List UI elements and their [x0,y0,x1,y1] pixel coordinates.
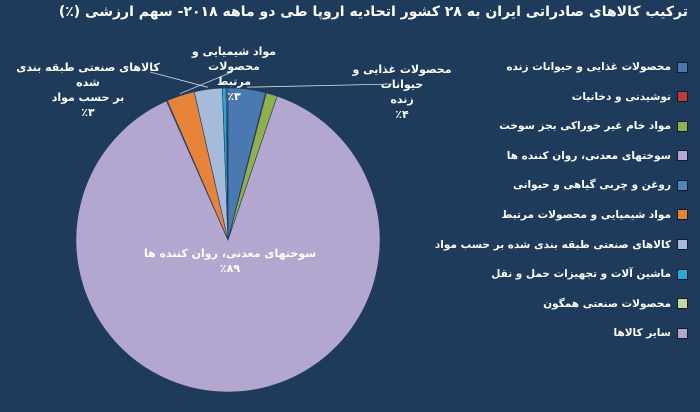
legend-item: مواد شیمیایی و محصولات مرتبط [483,208,688,222]
legend-label: سوختهای معدنی، روان کننده ها [506,149,671,162]
legend-swatch [677,120,688,132]
data-label-fuels: سوختهای معدنی، روان کننده ها ٪۸۹ [143,247,317,275]
legend-swatch [677,327,688,339]
legend-item: مواد خام غیر خوراکی بجز سوخت [483,119,688,133]
legend-item: محصولات غذایی و حیوانات زنده [483,60,688,74]
data-label-food: محصولات غذایی و حیوانات زنده ٪۴ [352,63,452,121]
pie-slice [75,95,381,393]
legend-label: محصولات غذایی و حیوانات زنده [506,61,671,73]
legend-item: سایر کالاها [483,326,688,340]
legend-label: ماشین آلات و تجهیزات حمل و نقل [491,268,671,281]
legend-swatch [677,268,688,280]
legend-label: سایر کالاها [613,327,672,340]
legend-item: محصولات صنعتی همگون [483,297,688,311]
legend-swatch [677,209,688,221]
legend-label: کالاهای صنعتی طبقه بندی شده بر حسب مواد [434,238,671,251]
legend: محصولات غذایی و حیوانات زنده نوشیدنی و دخ… [435,60,688,356]
leader-line [179,71,233,95]
data-label-chemicals: مواد شیمیایی و محصولات مرتبط ٪۳ [191,45,277,103]
chart-title: ترکیب کالاهای صادراتی ایران به ۲۸ کشور ا… [58,4,688,20]
legend-label: مواد شیمیایی و محصولات مرتبط [501,208,671,221]
legend-label: نوشیدنی و دخانیات [571,90,671,103]
legend-item: روغن و چربی گیاهی و حیوانی [483,178,688,192]
leader-line [247,83,393,88]
legend-item: کالاهای صنعتی طبقه بندی شده بر حسب مواد [435,238,688,252]
legend-swatch [677,150,688,162]
legend-swatch [677,239,688,251]
legend-label: روغن و چربی گیاهی و حیوانی [512,179,671,192]
pie-slice [226,87,229,241]
legend-label: مواد خام غیر خوراکی بجز سوخت [499,120,671,133]
leader-line [149,71,209,88]
legend-label: محصولات صنعتی همگون [543,297,671,310]
legend-item: ماشین آلات و تجهیزات حمل و نقل [483,267,688,281]
legend-swatch [677,179,688,191]
legend-item: نوشیدنی و دخانیات [483,90,688,104]
legend-swatch [677,298,688,310]
legend-swatch [677,61,688,73]
legend-swatch [677,91,688,103]
data-label-manufactured: کالاهای صنعتی طبقه بندی شده بر حسب مواد … [16,61,160,119]
legend-item: سوختهای معدنی، روان کننده ها [483,149,688,163]
